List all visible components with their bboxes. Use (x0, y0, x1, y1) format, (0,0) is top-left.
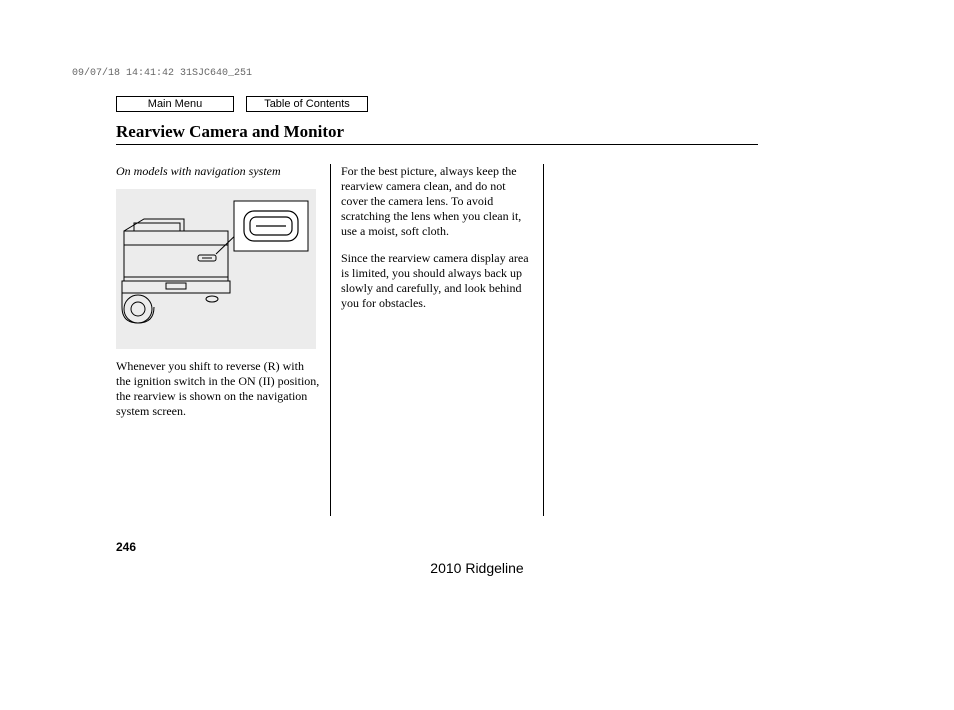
header-timestamp: 09/07/18 14:41:42 31SJC640_251 (72, 68, 252, 79)
truck-rear-svg (116, 189, 316, 349)
content-columns: On models with navigation system (116, 164, 758, 516)
page-number: 246 (116, 540, 136, 554)
column-2-para-1: For the best picture, always keep the re… (341, 164, 533, 239)
table-of-contents-button[interactable]: Table of Contents (246, 96, 368, 112)
column-2: For the best picture, always keep the re… (330, 164, 544, 516)
column-1-subhead: On models with navigation system (116, 164, 320, 179)
column-3 (544, 164, 758, 516)
column-1-para-1: Whenever you shift to reverse (R) with t… (116, 359, 320, 419)
nav-button-row: Main Menu Table of Contents (116, 96, 368, 112)
page-title: Rearview Camera and Monitor (116, 122, 344, 142)
column-2-para-2: Since the rearview camera display area i… (341, 251, 533, 311)
column-1: On models with navigation system (116, 164, 330, 516)
title-rule (116, 144, 758, 145)
main-menu-button[interactable]: Main Menu (116, 96, 234, 112)
footer-model: 2010 Ridgeline (0, 560, 954, 576)
rearview-camera-illustration (116, 189, 316, 349)
